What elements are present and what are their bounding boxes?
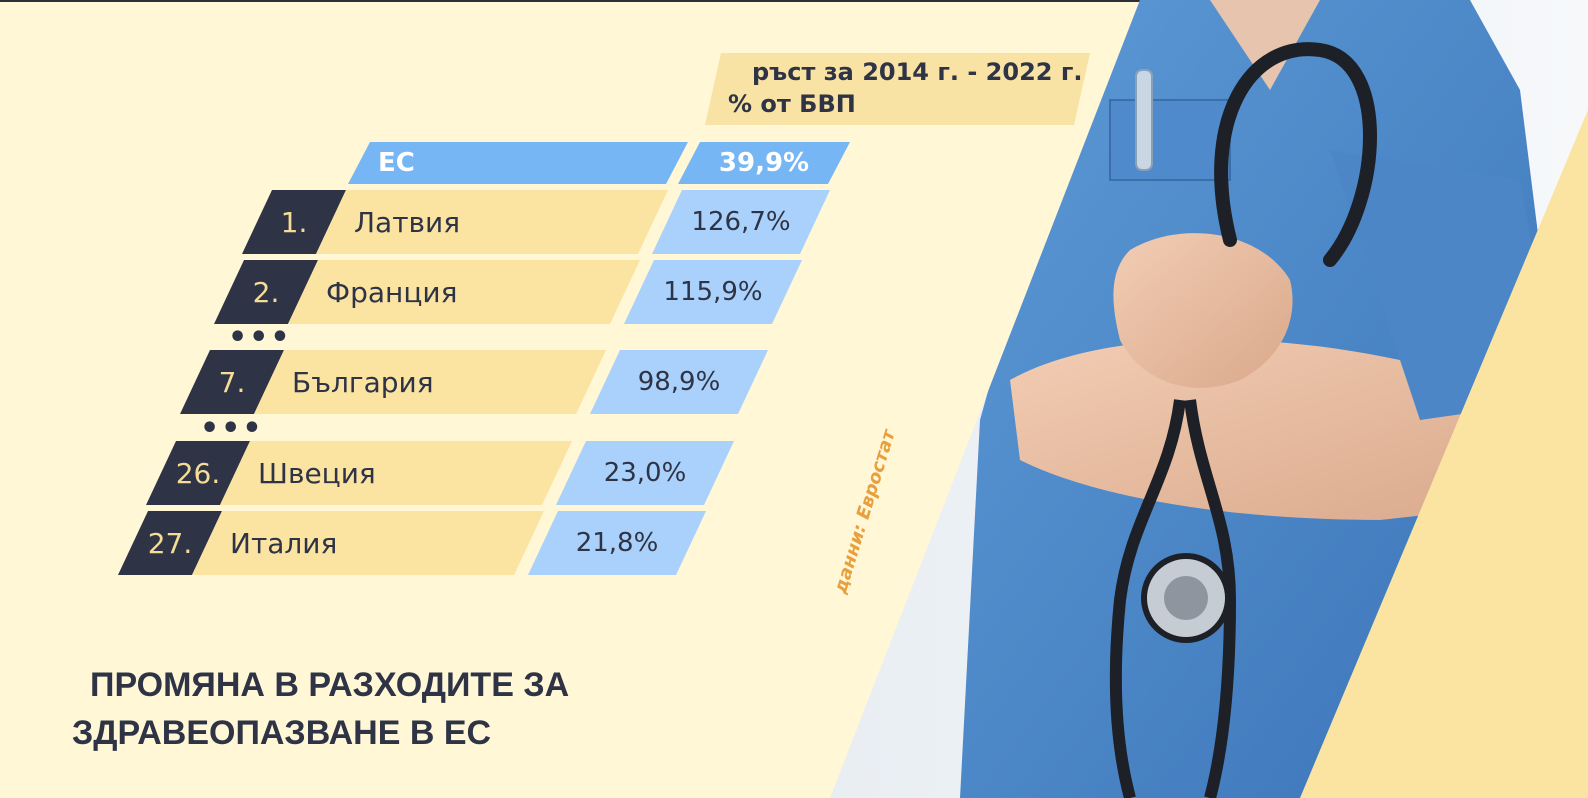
- rank: 27.: [147, 526, 193, 560]
- header-period: ръст за 2014 г. - 2022 г.: [752, 58, 1083, 86]
- value: 115,9%: [663, 277, 763, 307]
- rank: 26.: [175, 456, 221, 490]
- country-cell: Швеция: [220, 441, 572, 505]
- value: 98,9%: [637, 367, 721, 397]
- ellipsis-separator: •••: [228, 320, 292, 355]
- header-box: [705, 53, 1090, 125]
- top-border: [0, 0, 1588, 2]
- eu-label-cell: ЕС: [348, 142, 688, 184]
- country-cell: Франция: [288, 260, 640, 324]
- rank: 7.: [218, 365, 246, 399]
- rank: 2.: [252, 275, 280, 309]
- value-cell: 98,9%: [590, 350, 768, 414]
- value-cell: 23,0%: [556, 441, 734, 505]
- country-cell: Латвия: [316, 190, 668, 254]
- country-cell: България: [254, 350, 606, 414]
- value: 21,8%: [575, 528, 659, 558]
- rank: 1.: [280, 205, 308, 239]
- value-cell: 126,7%: [652, 190, 830, 254]
- value-cell: 21,8%: [528, 511, 706, 575]
- header-unit: % от БВП: [728, 90, 856, 118]
- country: Латвия: [354, 205, 461, 239]
- country: Италия: [230, 526, 338, 560]
- eu-value-cell: 39,9%: [678, 142, 850, 184]
- value: 23,0%: [603, 458, 687, 488]
- eu-label: ЕС: [378, 148, 415, 178]
- title-line-2: ЗДРАВЕОПАЗВАНЕ В ЕС: [72, 714, 492, 752]
- country: Франция: [326, 275, 458, 309]
- title-line-1: ПРОМЯНА В РАЗХОДИТЕ ЗА: [90, 666, 570, 704]
- country-cell: Италия: [192, 511, 544, 575]
- country: България: [292, 365, 434, 399]
- ellipsis-separator: •••: [200, 411, 264, 446]
- value-cell: 115,9%: [624, 260, 802, 324]
- country: Швеция: [258, 456, 376, 490]
- eu-value: 39,9%: [718, 148, 810, 178]
- value: 126,7%: [691, 207, 791, 237]
